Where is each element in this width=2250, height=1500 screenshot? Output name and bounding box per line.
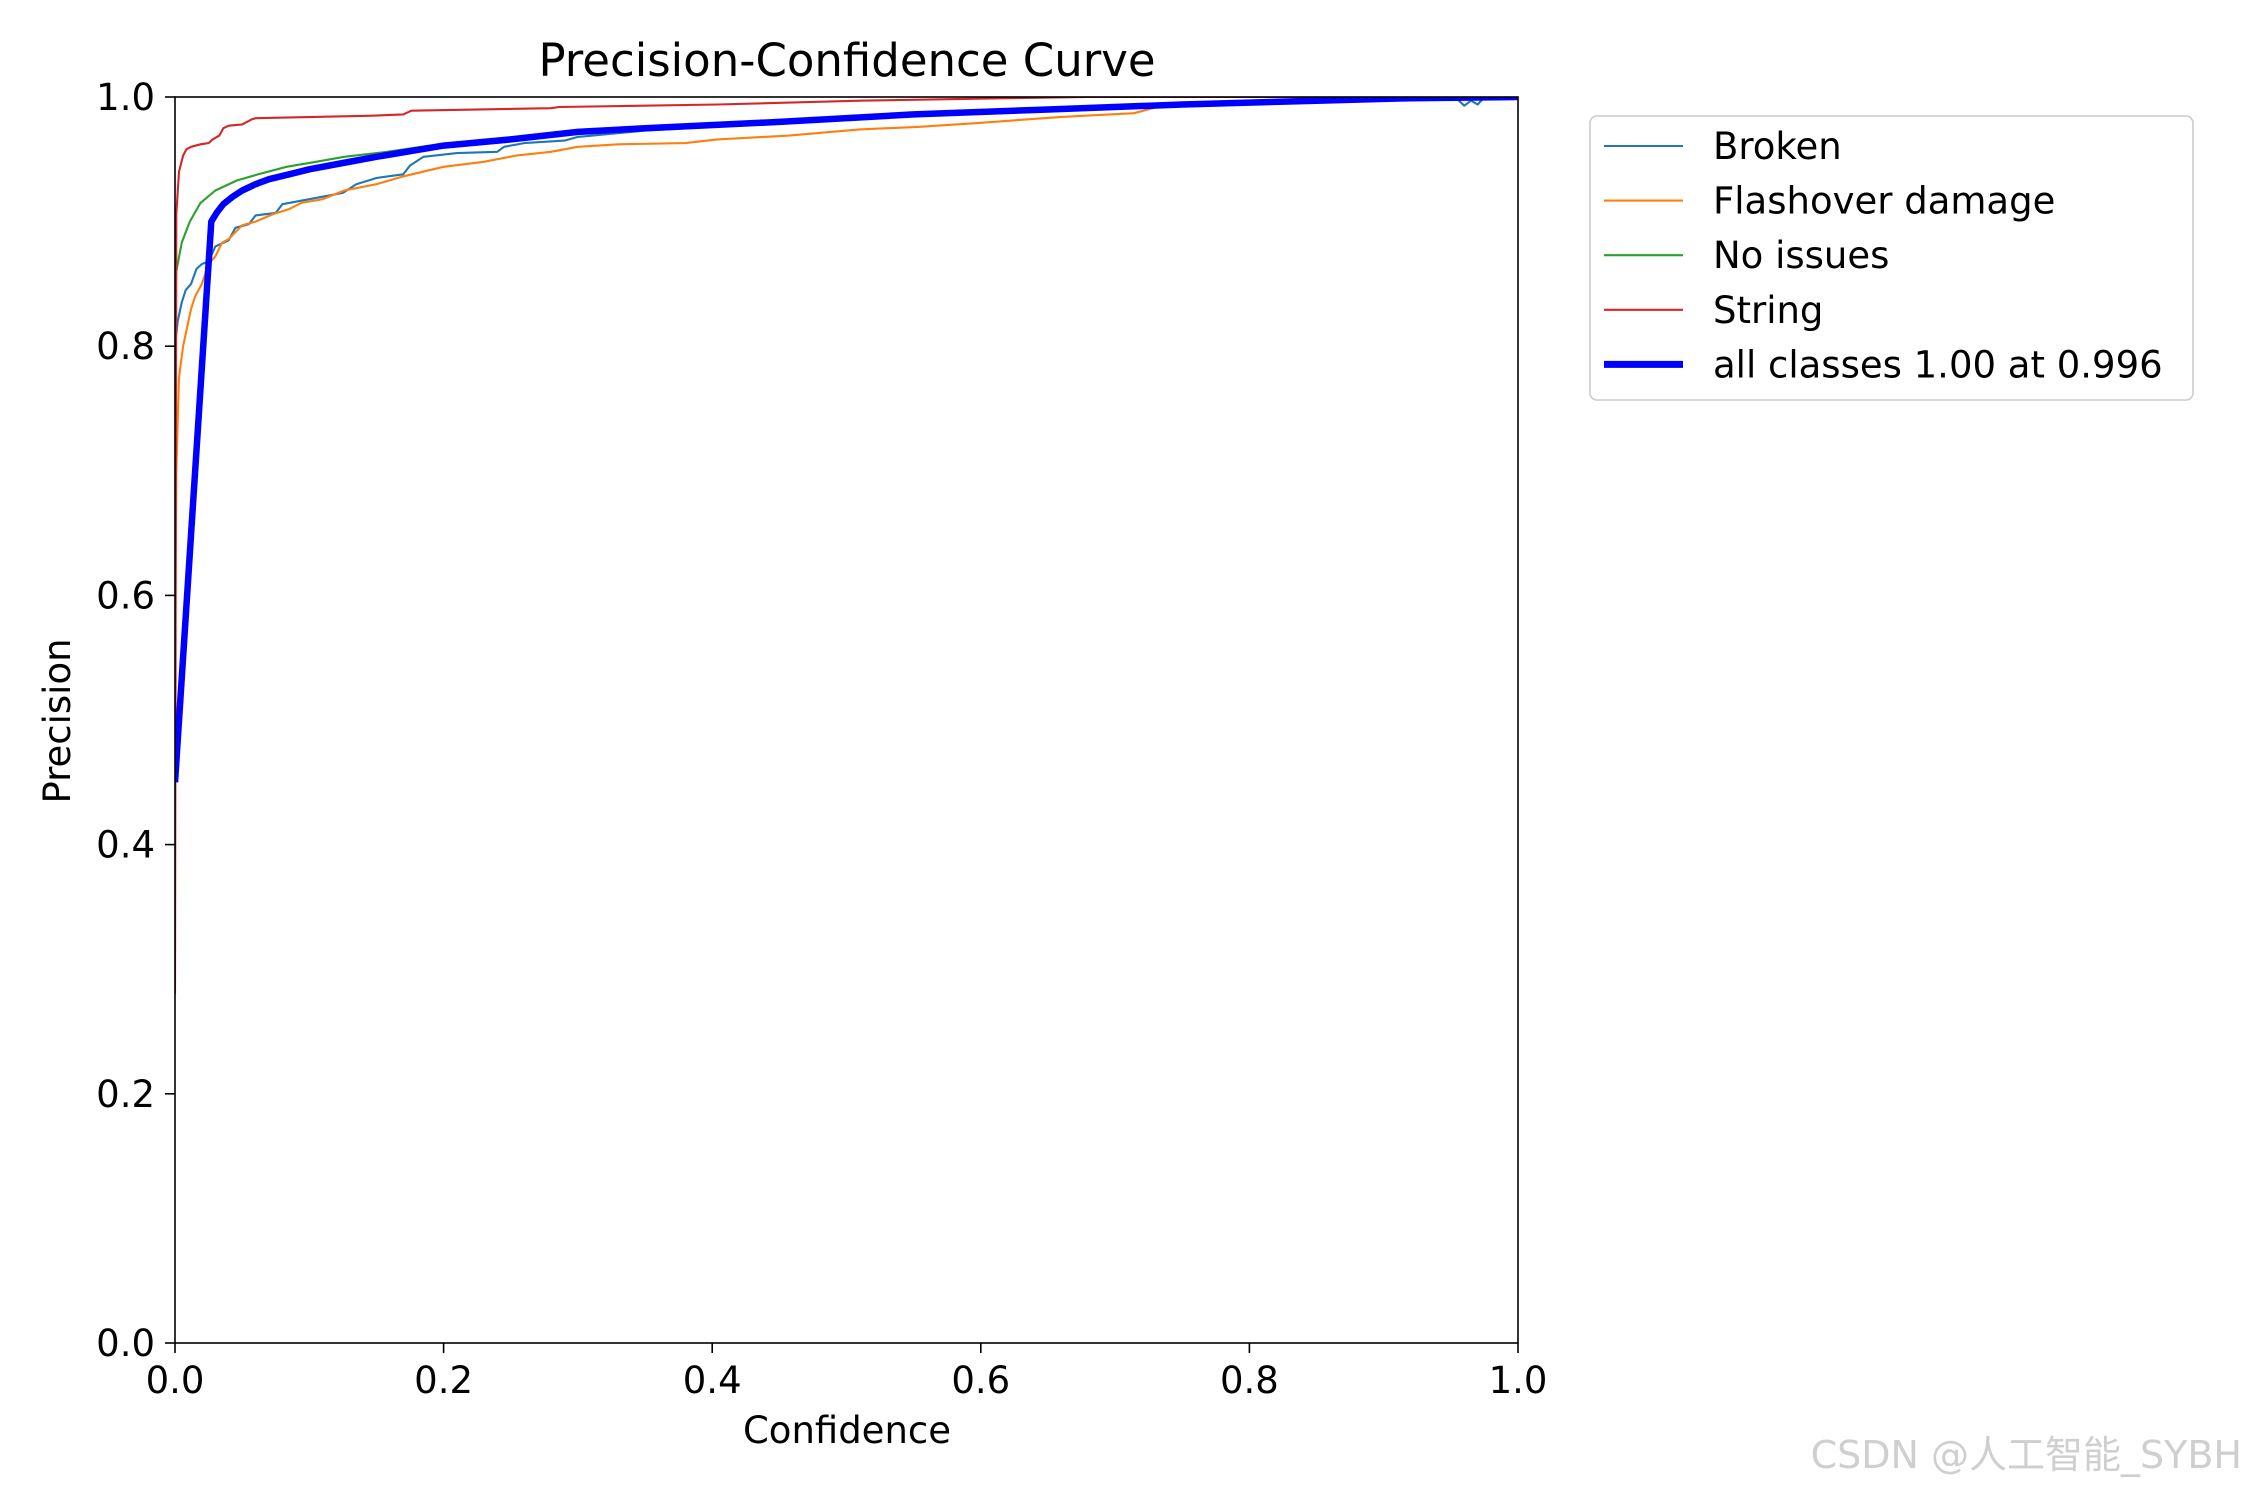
- plot-area: [175, 97, 1518, 1343]
- x-axis-ticks: 0.0 0.2 0.4 0.6 0.8 1.0: [146, 1343, 1548, 1402]
- x-axis-label: Confidence: [743, 1409, 951, 1452]
- x-tick-label: 0.8: [1220, 1359, 1279, 1402]
- chart-title: Precision-Confidence Curve: [538, 34, 1155, 87]
- series-line-all-classes-1-00-at-0-996: [175, 97, 1518, 783]
- legend-entry-broken: Broken: [1604, 125, 1842, 168]
- x-tick-label: 0.6: [951, 1359, 1010, 1402]
- legend-entry-string: String: [1604, 289, 1823, 332]
- y-tick-label: 0.6: [96, 574, 155, 617]
- series-line-string: [175, 97, 1518, 995]
- series-layer: [175, 97, 1518, 995]
- y-tick-label: 0.2: [96, 1073, 155, 1116]
- legend-label: Broken: [1713, 125, 1842, 168]
- legend-label: Flashover damage: [1713, 180, 2055, 223]
- series-line-flashover-damage: [175, 97, 1518, 658]
- x-tick-label: 0.4: [683, 1359, 742, 1402]
- legend-items: Broken Flashover damage No issues String all…: [1604, 125, 2163, 386]
- axes-frame: [174, 96, 1519, 1344]
- legend-frame: [1589, 115, 2194, 401]
- legend-label: No issues: [1713, 234, 1889, 277]
- x-tick-label: 0.0: [146, 1359, 205, 1402]
- watermark-text: CSDN @人工智能_SYBH: [1811, 1433, 2242, 1477]
- legend-entry-all-classes-1-00-at-0-996: all classes 1.00 at 0.996: [1604, 343, 2163, 386]
- legend-entry-no-issues: No issues: [1604, 234, 1889, 277]
- y-tick-label: 0.4: [96, 824, 155, 867]
- x-tick-label: 0.2: [414, 1359, 473, 1402]
- y-tick-label: 1.0: [96, 76, 155, 119]
- legend-label: all classes 1.00 at 0.996: [1713, 343, 2163, 386]
- y-tick-label: 0.0: [96, 1322, 155, 1365]
- x-tick-label: 1.0: [1489, 1359, 1548, 1402]
- y-axis-label: Precision: [36, 638, 79, 803]
- y-tick-label: 0.8: [96, 325, 155, 368]
- legend-entry-flashover-damage: Flashover damage: [1604, 180, 2055, 223]
- legend-label: String: [1713, 289, 1823, 332]
- legend: Broken Flashover damage No issues String all…: [1589, 115, 2194, 401]
- y-axis-ticks: 0.0 0.2 0.4 0.6 0.8 1.0: [96, 76, 175, 1365]
